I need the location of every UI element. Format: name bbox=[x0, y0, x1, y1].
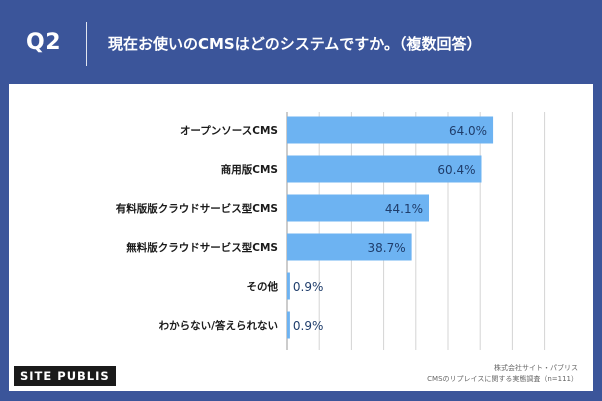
chart-bars bbox=[287, 116, 494, 339]
question-number: Q2 bbox=[26, 30, 62, 55]
bar bbox=[287, 233, 412, 261]
category-label: オープンソースCMS bbox=[180, 124, 278, 137]
source-survey: CMSのリプレイスに関する実態調査（n=111） bbox=[427, 375, 578, 383]
value-label: 64.0% bbox=[449, 124, 487, 138]
value-label: 38.7% bbox=[367, 241, 405, 255]
category-label: 商用版CMS bbox=[221, 163, 278, 176]
chart-grid bbox=[286, 112, 546, 350]
header-divider bbox=[86, 22, 87, 66]
category-label: 有料版版クラウドサービス型CMS bbox=[116, 202, 278, 215]
category-label: その他 bbox=[247, 280, 279, 293]
value-label: 60.4% bbox=[437, 163, 475, 177]
category-labels: オープンソースCMS 商用版CMS 有料版版クラウドサービス型CMS 無料版クラウドサ… bbox=[116, 124, 279, 332]
header-band: Q2 現在お使いのCMSはどのシステムですか。（複数回答） bbox=[0, 0, 602, 84]
value-label: 44.1% bbox=[385, 202, 423, 216]
bar bbox=[287, 116, 494, 144]
source-note: 株式会社サイト・パブリス CMSのリプレイスに関する実態調査（n=111） bbox=[427, 363, 578, 385]
value-label: 0.9% bbox=[293, 280, 324, 294]
question-title: 現在お使いのCMSはどのシステムですか。（複数回答） bbox=[108, 35, 482, 53]
value-label: 0.9% bbox=[293, 319, 324, 333]
value-labels: 64.0% 60.4% 44.1% 38.7% 0.9% 0.9% bbox=[293, 124, 487, 333]
bar bbox=[287, 272, 290, 300]
bar bbox=[287, 311, 290, 339]
site-publis-logo: SITE PUBLIS bbox=[14, 366, 116, 386]
bar bbox=[287, 194, 430, 222]
category-label: わからない/答えられない bbox=[159, 319, 278, 332]
category-label: 無料版クラウドサービス型CMS bbox=[126, 241, 278, 254]
source-company: 株式会社サイト・パブリス bbox=[494, 364, 578, 372]
bar bbox=[287, 155, 482, 183]
